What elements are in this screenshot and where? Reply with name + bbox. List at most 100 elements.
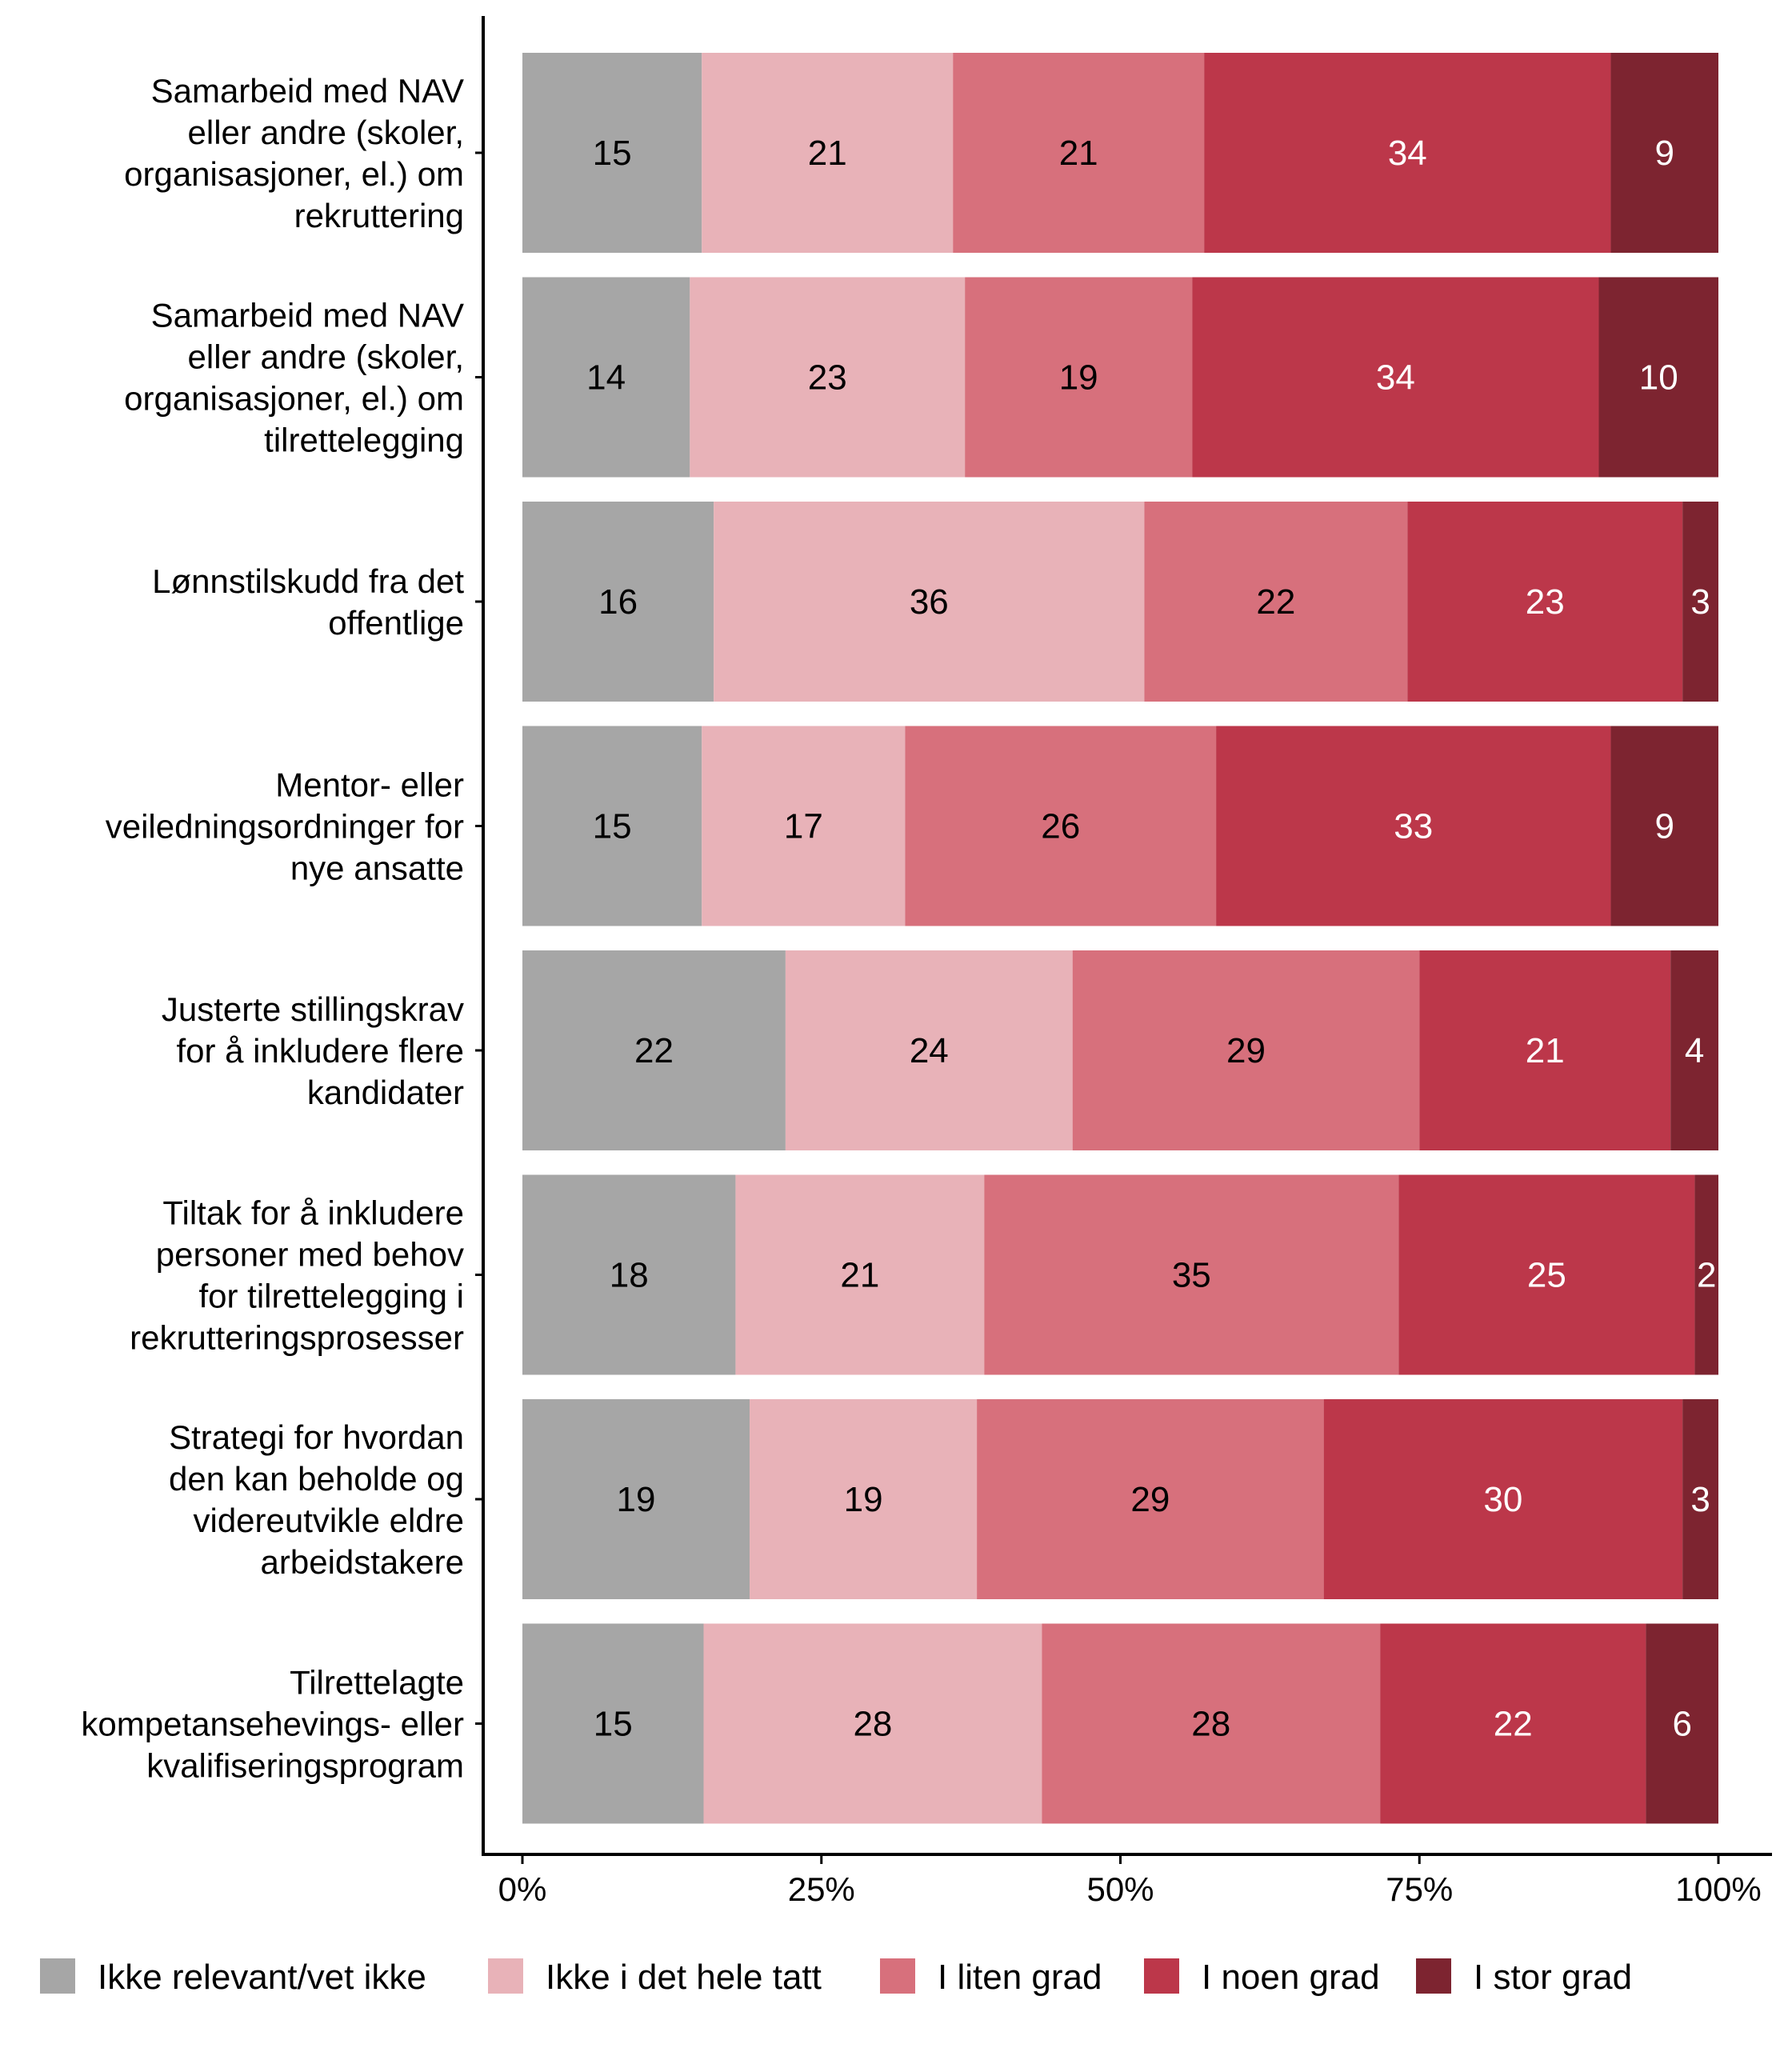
category-label: Tiltak for å inkludere personer med behov… (130, 1194, 464, 1357)
data-label: 15 (593, 134, 632, 173)
data-label: 18 (610, 1256, 649, 1295)
data-label: 19 (844, 1480, 883, 1519)
data-label: 21 (1526, 1031, 1565, 1070)
bar-segment (1610, 53, 1718, 253)
legend-swatch (488, 1958, 523, 1994)
bar-segment (905, 726, 1217, 926)
bar-segment (953, 53, 1205, 253)
bar-segment (714, 502, 1145, 702)
data-label: 23 (1526, 582, 1565, 622)
data-label: 21 (1059, 134, 1098, 173)
legend-label: I noen grad (1202, 1958, 1380, 1997)
data-label: 22 (1494, 1705, 1533, 1744)
bar-row: 14 23 19 34 10 (522, 277, 1718, 478)
legend-item: Ikke relevant/vet ikke (40, 1958, 426, 1997)
bar-segment (522, 726, 702, 926)
bar-segment (965, 277, 1193, 478)
data-label: 30 (1483, 1480, 1522, 1519)
bar-segment (1682, 502, 1718, 702)
data-label: 6 (1672, 1705, 1691, 1744)
bar-segment (1407, 502, 1683, 702)
bar-segment (1682, 1399, 1718, 1599)
bar-segment (1204, 53, 1611, 253)
bar-segment (702, 726, 906, 926)
x-tick-label: 100% (1675, 1870, 1761, 1908)
data-label: 9 (1654, 134, 1674, 173)
data-label: 4 (1685, 1031, 1704, 1070)
legend-item: I liten grad (880, 1958, 1102, 1997)
data-label: 29 (1226, 1031, 1266, 1070)
bar-segment (1144, 502, 1408, 702)
bar-row: 22 24 29 21 4 (522, 950, 1718, 1150)
bar-segment (977, 1399, 1324, 1599)
bar-segment (703, 1623, 1042, 1824)
category-label: Justerte stillingskrav for å inkludere fl… (162, 990, 464, 1111)
bar-segment (1610, 726, 1718, 926)
data-label: 10 (1639, 358, 1678, 398)
bar-segment (1694, 1174, 1718, 1375)
data-label: 14 (586, 358, 626, 398)
bar-segment (522, 950, 786, 1150)
bar-segment (1419, 950, 1671, 1150)
data-label: 36 (910, 582, 949, 622)
category-label: Lønnstilskudd fra det offentlige (152, 562, 464, 642)
bar-segment (702, 53, 954, 253)
bar-segment (1598, 277, 1718, 478)
legend-swatch (1416, 1958, 1451, 1994)
bar-row: 19 19 29 30 3 (522, 1399, 1718, 1599)
legend-swatch (1144, 1958, 1179, 1994)
data-label: 28 (1191, 1705, 1230, 1744)
bar-segment (1216, 726, 1611, 926)
data-label: 3 (1690, 582, 1710, 622)
legend-item: I noen grad (1144, 1958, 1380, 1997)
legend-label: I stor grad (1474, 1958, 1632, 1997)
data-label: 19 (617, 1480, 656, 1519)
data-label: 34 (1376, 358, 1415, 398)
data-label: 28 (853, 1705, 892, 1744)
data-label: 9 (1654, 807, 1674, 846)
bar-segment (735, 1174, 985, 1375)
category-label: Tilrettelagte kompetansehevings- eller kva… (81, 1664, 464, 1785)
bar-segment (1192, 277, 1599, 478)
data-label: 21 (840, 1256, 879, 1295)
bar-segment (690, 277, 966, 478)
bar-segment (522, 502, 714, 702)
bar-segment (750, 1399, 978, 1599)
bar-row: 15 17 26 33 9 (522, 726, 1718, 926)
data-label: 22 (1256, 582, 1295, 622)
bar-segment (1398, 1174, 1695, 1375)
bar-segment (1042, 1623, 1381, 1824)
data-label: 2 (1697, 1256, 1716, 1295)
category-labels: Samarbeid med NAV eller andre (skoler, org… (81, 72, 464, 1785)
bar-segment (785, 950, 1073, 1150)
bar-segment (522, 277, 690, 478)
data-label: 35 (1172, 1256, 1211, 1295)
bar-segment (1670, 950, 1718, 1150)
legend-swatch (880, 1958, 915, 1994)
bar-row: 18 21 35 25 2 (522, 1174, 1718, 1375)
x-tick-label: 25% (788, 1870, 855, 1908)
bar-segment (522, 1174, 736, 1375)
legend: Ikke relevant/vet ikke Ikke i det hele ta… (40, 1958, 1632, 1997)
legend-item: I stor grad (1416, 1958, 1632, 1997)
bar-row: 16 36 22 23 3 (522, 502, 1718, 702)
data-label: 25 (1527, 1256, 1566, 1295)
bar-segment (522, 53, 702, 253)
data-label: 34 (1388, 134, 1427, 173)
bar-segment (1072, 950, 1420, 1150)
bar-segment (522, 1399, 750, 1599)
data-label: 21 (808, 134, 847, 173)
category-label: Samarbeid med NAV eller andre (skoler, org… (124, 297, 464, 459)
bar-segment (984, 1174, 1399, 1375)
x-tick-label: 50% (1086, 1870, 1154, 1908)
data-label: 3 (1690, 1480, 1710, 1519)
bar-segment (1646, 1623, 1718, 1824)
data-label: 15 (594, 1705, 633, 1744)
data-label: 15 (593, 807, 632, 846)
data-label: 17 (784, 807, 823, 846)
category-label: Samarbeid med NAV eller andre (skoler, org… (124, 72, 464, 234)
legend-item: Ikke i det hele tatt (488, 1958, 822, 1997)
x-tick-label: 75% (1386, 1870, 1453, 1908)
